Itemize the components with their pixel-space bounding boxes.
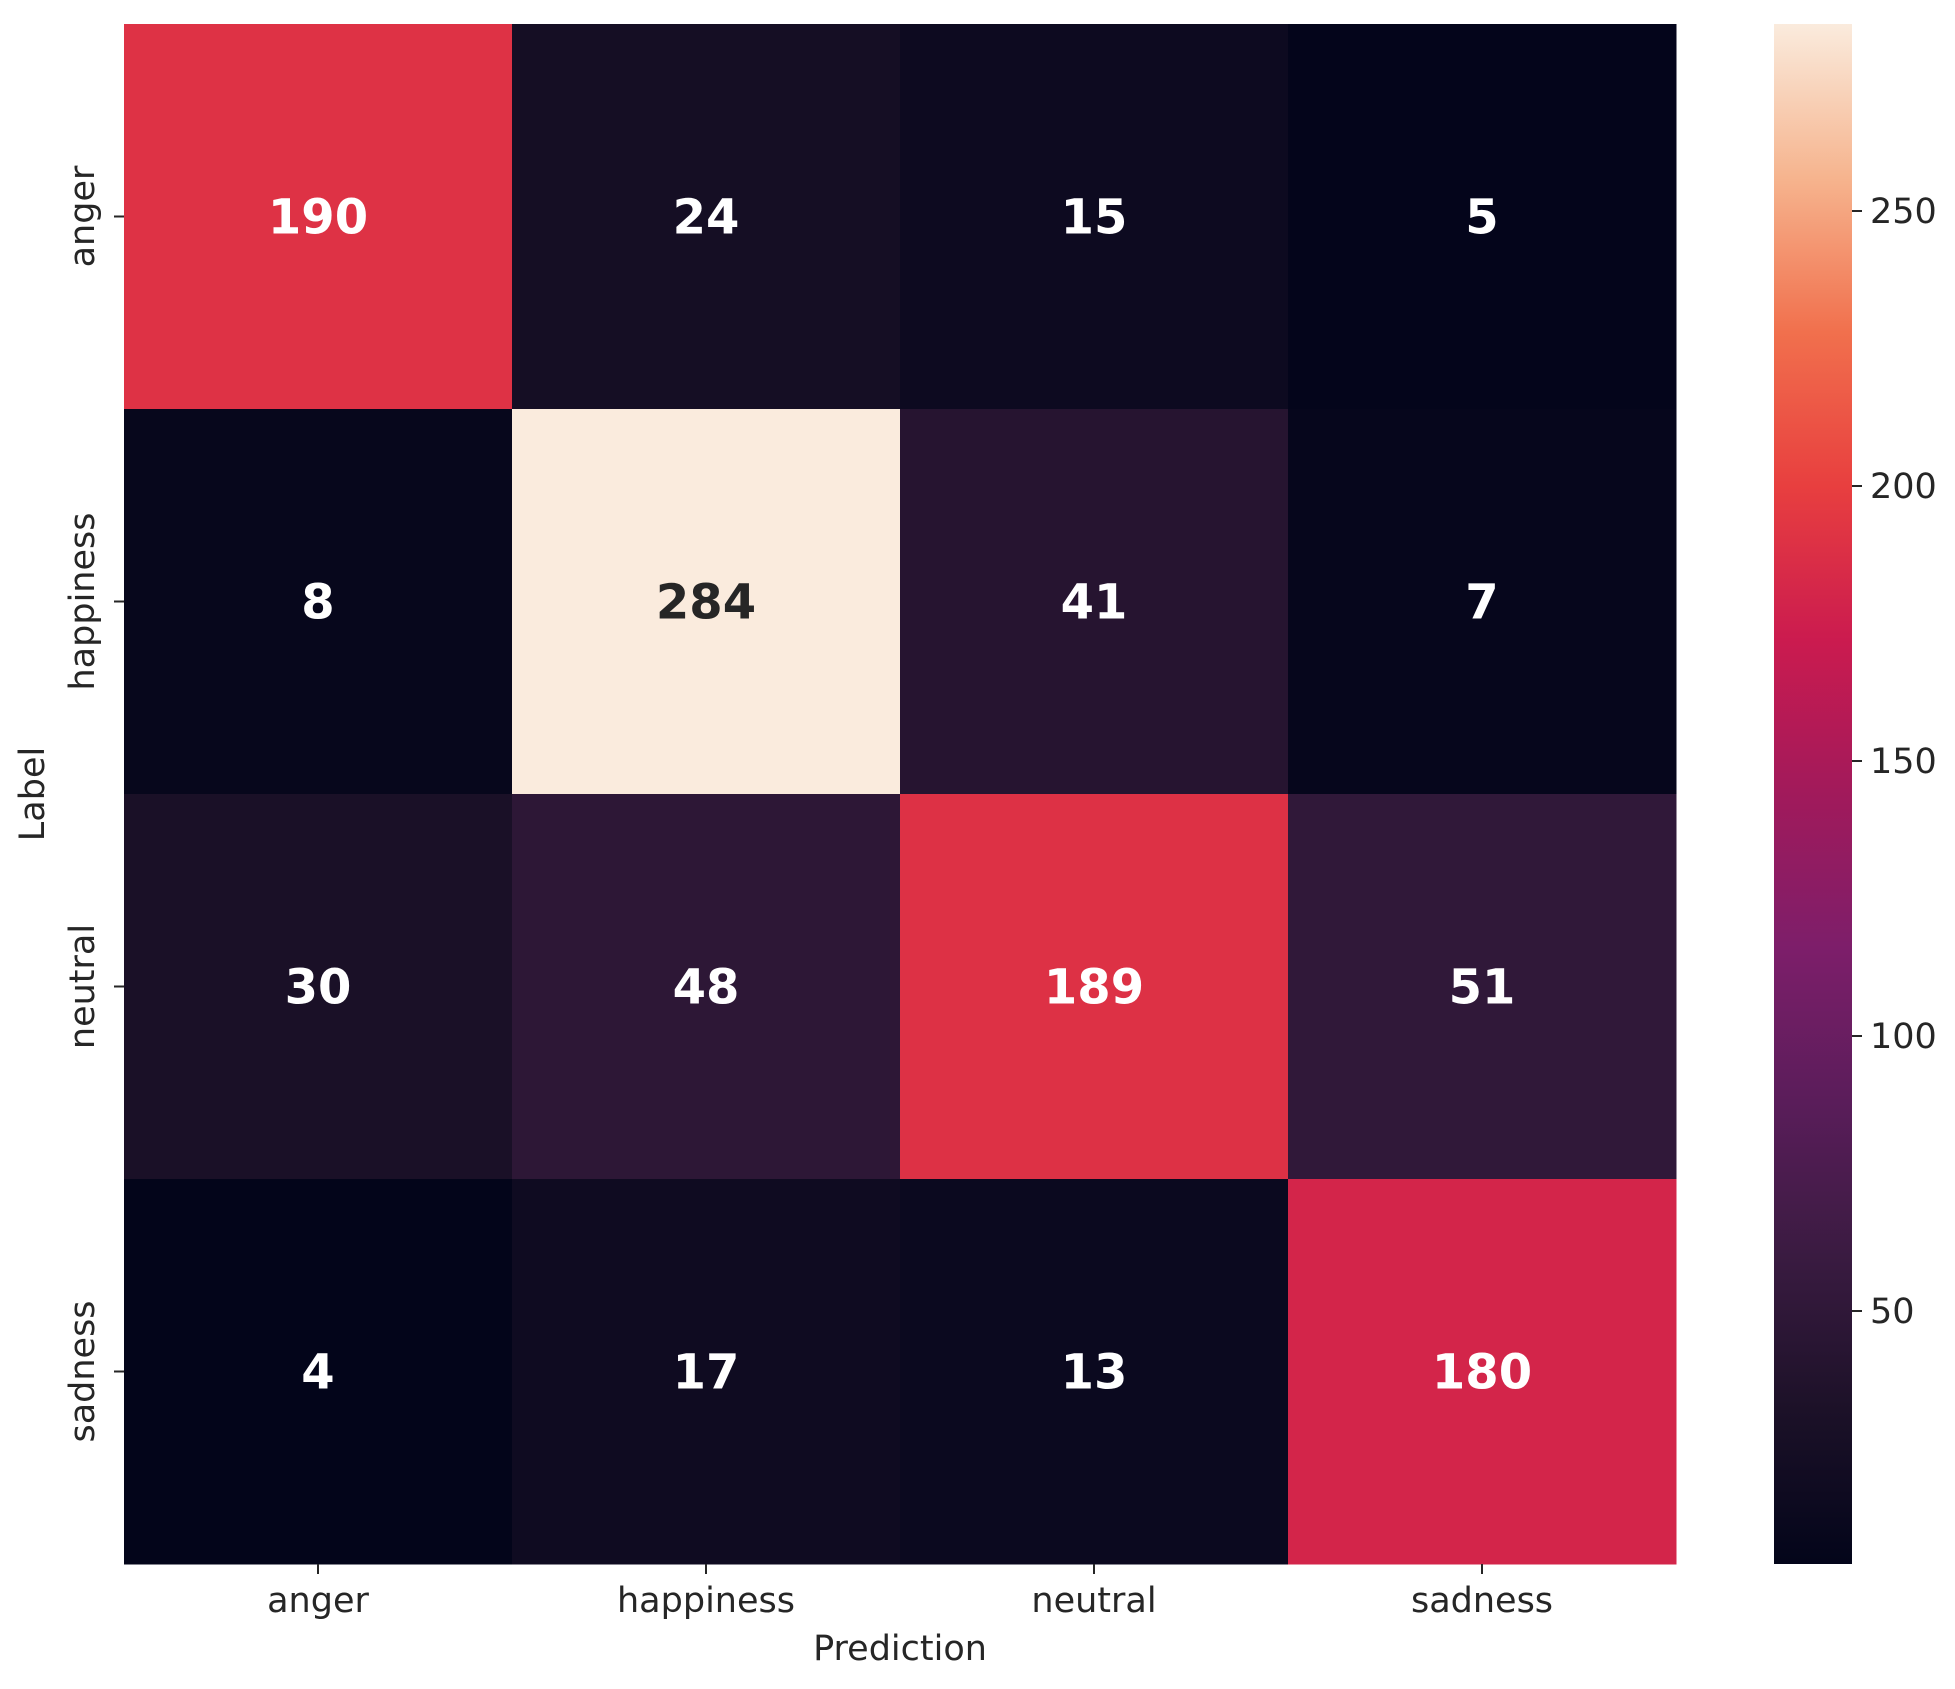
heatmap-cell xyxy=(124,1179,513,1565)
colorbar-tick-label: 100 xyxy=(1870,1017,1937,1057)
cell-value-label: 51 xyxy=(1449,960,1516,1016)
heatmap-cell xyxy=(1288,1179,1677,1565)
cell-value-label: 190 xyxy=(268,190,368,246)
heatmap-cell xyxy=(1288,409,1677,795)
colorbar-tick-label: 250 xyxy=(1870,192,1937,232)
x-axis-title: Prediction xyxy=(813,1629,987,1669)
y-axis: anger happiness neutral sadness xyxy=(63,165,124,1443)
heatmap-cell xyxy=(900,1179,1289,1565)
colorbar-tick-label: 50 xyxy=(1870,1292,1915,1332)
cell-value-label: 30 xyxy=(285,960,352,1016)
heatmap-cell xyxy=(1288,794,1677,1180)
heatmap-cells xyxy=(124,24,1677,1565)
cell-value-label: 284 xyxy=(656,575,756,631)
colorbar-tick-label: 150 xyxy=(1870,742,1937,782)
heatmap-cell xyxy=(900,794,1289,1180)
cell-value-label: 13 xyxy=(1061,1345,1128,1401)
heatmap-cell xyxy=(124,794,513,1180)
cell-value-label: 180 xyxy=(1432,1345,1532,1401)
colorbar xyxy=(1774,24,1852,1564)
colorbar-ticks: 50 100 150 200 250 xyxy=(1852,192,1937,1332)
cell-value-label: 17 xyxy=(673,1345,740,1401)
heatmap-cell xyxy=(512,794,901,1180)
heatmap-cell xyxy=(124,409,513,795)
heatmap-cell xyxy=(900,24,1289,410)
y-tick-label: sadness xyxy=(63,1300,103,1442)
heatmap-cell xyxy=(512,1179,901,1565)
colorbar-tick-label: 200 xyxy=(1870,467,1937,507)
cell-value-labels: 190 24 15 58 284 41 730 48 189 514 17 13 180 xyxy=(268,190,1532,1401)
x-tick-label: anger xyxy=(267,1581,369,1621)
heatmap-cell xyxy=(900,409,1289,795)
y-tick-label: happiness xyxy=(63,513,103,691)
cell-value-label: 15 xyxy=(1061,190,1128,246)
heatmap-cell xyxy=(124,24,513,410)
y-tick-label: neutral xyxy=(63,924,103,1049)
cell-value-label: 41 xyxy=(1061,575,1128,631)
heatmap-cell xyxy=(512,24,901,410)
y-tick-label: anger xyxy=(63,165,103,267)
heatmap-cell xyxy=(512,409,901,795)
x-axis: anger happiness neutral sadness xyxy=(267,1564,1553,1621)
cell-value-label: 8 xyxy=(301,575,334,631)
x-tick-label: neutral xyxy=(1031,1581,1156,1621)
cell-value-label: 5 xyxy=(1465,190,1498,246)
cell-value-label: 7 xyxy=(1465,575,1498,631)
cell-value-label: 189 xyxy=(1044,960,1144,1016)
x-tick-label: sadness xyxy=(1411,1581,1553,1621)
cell-value-label: 24 xyxy=(673,190,740,246)
y-axis-title: Label xyxy=(13,747,53,841)
cell-value-label: 48 xyxy=(673,960,740,1016)
heatmap-cell xyxy=(1288,24,1677,410)
x-tick-label: happiness xyxy=(617,1581,795,1621)
cell-value-label: 4 xyxy=(301,1345,334,1401)
